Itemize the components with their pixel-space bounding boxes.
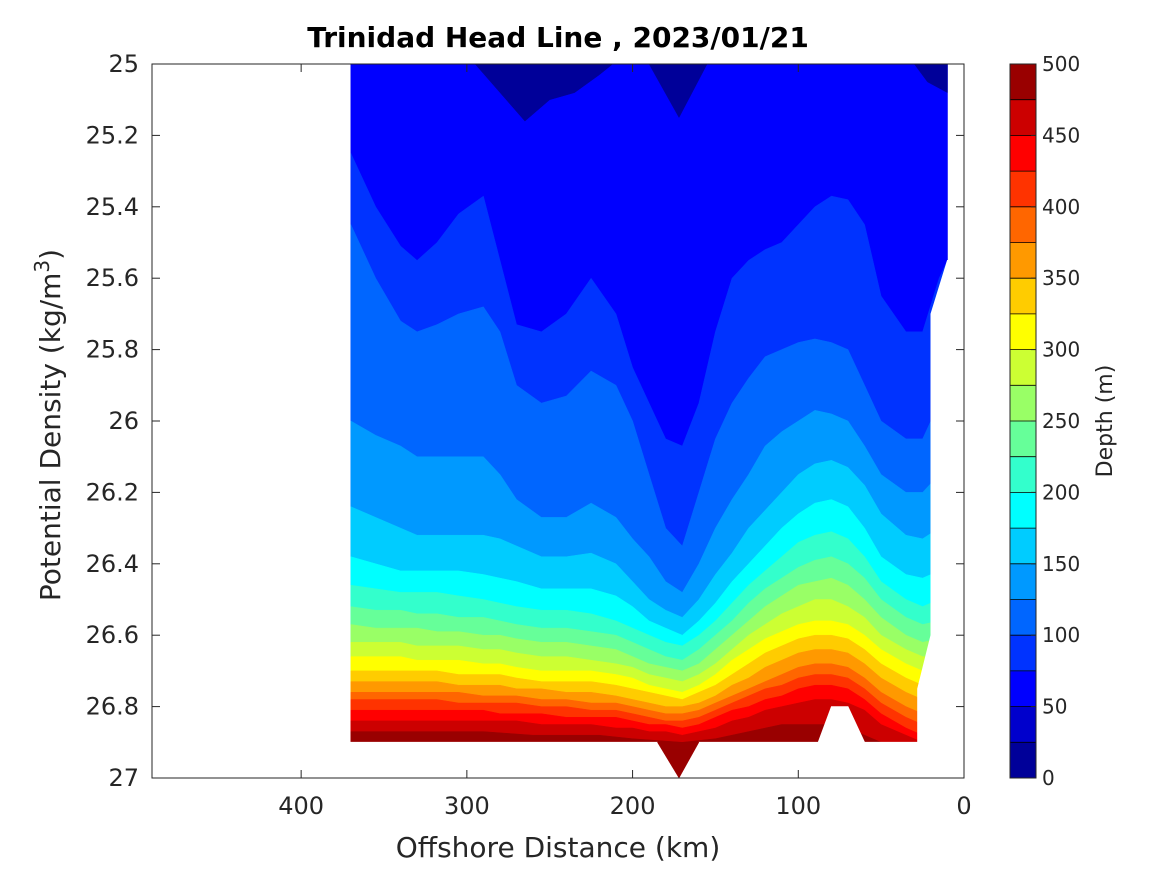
y-axis-label-main: Potential Density (kg/m xyxy=(34,273,67,602)
colorbar-swatch-400 xyxy=(1010,171,1036,208)
colorbar-tick-label-450: 450 xyxy=(1042,123,1080,147)
colorbar-swatches xyxy=(1010,64,1036,779)
colorbar-swatch-150 xyxy=(1010,528,1036,565)
y-axis-ticks: 25 25.2 25.4 25.6 25.8 26 26.2 26.4 26.6 26.8 27 xyxy=(86,50,964,792)
colorbar-tick-label-150: 150 xyxy=(1042,552,1080,576)
colorbar-swatch-300 xyxy=(1010,313,1036,350)
x-tick-label-100: 100 xyxy=(775,792,821,820)
shallow-patch-1 xyxy=(648,64,708,119)
x-tick-label-0: 0 xyxy=(956,792,971,820)
y-tick-label-25.2: 25.2 xyxy=(86,121,139,149)
colorbar-ticks: 0 50 100 150 200 250 300 350 400 450 500 xyxy=(1031,52,1080,790)
y-tick-label-26.6: 26.6 xyxy=(86,621,139,649)
colorbar-tick-label-100: 100 xyxy=(1042,623,1080,647)
colorbar-swatch-475 xyxy=(1010,64,1036,101)
colorbar-swatch-375 xyxy=(1010,206,1036,243)
y-tick-label-26: 26 xyxy=(108,407,139,435)
mask-region-0 xyxy=(917,259,964,778)
y-tick-label-25.6: 25.6 xyxy=(86,264,139,292)
y-tick-label-25.8: 25.8 xyxy=(86,336,139,364)
plot-area: 400 300 200 100 0 25 25.2 25.4 25.6 25.8 26 26.2 26… xyxy=(86,50,972,820)
colorbar-tick-label-200: 200 xyxy=(1042,480,1080,504)
y-axis-label-superscript: 3 xyxy=(30,260,54,273)
colorbar-tick-label-50: 50 xyxy=(1042,695,1067,719)
x-axis-ticks: 400 300 200 100 0 xyxy=(278,64,972,820)
shallow-patch-0 xyxy=(474,64,614,122)
colorbar-tick-label-0: 0 xyxy=(1042,766,1055,790)
y-tick-label-26.4: 26.4 xyxy=(86,550,139,578)
colorbar-swatch-200 xyxy=(1010,456,1036,493)
y-tick-label-26.8: 26.8 xyxy=(86,693,139,721)
colorbar-swatch-75 xyxy=(1010,635,1036,672)
colorbar-swatch-425 xyxy=(1010,135,1036,172)
y-axis-label-close: ) xyxy=(34,249,67,260)
colorbar-swatch-175 xyxy=(1010,492,1036,529)
colorbar-swatch-225 xyxy=(1010,421,1036,458)
y-tick-label-26.2: 26.2 xyxy=(86,478,139,506)
x-tick-label-400: 400 xyxy=(278,792,324,820)
colorbar-tick-label-350: 350 xyxy=(1042,266,1080,290)
colorbar-tick-label-300: 300 xyxy=(1042,338,1080,362)
deep-patch-1 xyxy=(665,749,691,778)
mask-region-1 xyxy=(350,741,964,778)
colorbar-swatch-250 xyxy=(1010,385,1036,422)
colorbar-swatch-25 xyxy=(1010,706,1036,743)
colorbar-swatch-325 xyxy=(1010,278,1036,315)
no-data-mask xyxy=(350,259,964,778)
contour-fills xyxy=(350,64,948,743)
colorbar-swatch-50 xyxy=(1010,670,1036,707)
colorbar-tick-label-500: 500 xyxy=(1042,52,1080,76)
y-axis-label: Potential Density (kg/m3) xyxy=(30,249,67,601)
colorbar-swatch-450 xyxy=(1010,99,1036,136)
colorbar-swatch-125 xyxy=(1010,563,1036,600)
colorbar-swatch-275 xyxy=(1010,349,1036,386)
colorbar-tick-label-400: 400 xyxy=(1042,195,1080,219)
colorbar-label: Depth (m) xyxy=(1093,365,1118,478)
x-tick-label-200: 200 xyxy=(610,792,656,820)
x-tick-label-300: 300 xyxy=(444,792,490,820)
shallow-patch-2 xyxy=(913,64,948,94)
colorbar-swatch-350 xyxy=(1010,242,1036,279)
y-tick-label-27: 27 xyxy=(108,764,139,792)
colorbar-tick-label-250: 250 xyxy=(1042,409,1080,433)
colorbar-swatch-0 xyxy=(1010,742,1036,779)
mask-region-2 xyxy=(817,706,866,743)
y-tick-label-25: 25 xyxy=(108,50,139,78)
y-tick-label-25.4: 25.4 xyxy=(86,193,139,221)
x-axis-label: Offshore Distance (km) xyxy=(396,831,721,864)
colorbar-swatch-100 xyxy=(1010,599,1036,636)
chart-title: Trinidad Head Line , 2023/01/21 xyxy=(307,21,809,54)
colorbar: 0 50 100 150 200 250 300 350 400 450 500 Depth (m) xyxy=(1009,52,1118,790)
